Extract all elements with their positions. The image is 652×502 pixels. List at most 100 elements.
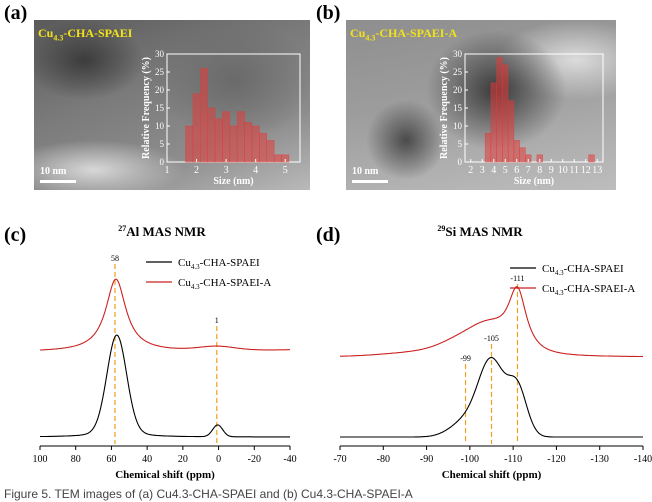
y-tick-label: 25 — [453, 67, 463, 77]
peak-label: 58 — [111, 254, 119, 263]
histogram-bar — [200, 68, 208, 163]
y-axis-label: Relative Frequency (%) — [141, 57, 152, 159]
x-tick-label: 8 — [537, 165, 542, 176]
x-tick-label: 60 — [106, 454, 116, 465]
scale-bar-a — [40, 180, 76, 183]
x-tick-label: -80 — [377, 454, 390, 465]
x-tick-label: 12 — [581, 165, 591, 176]
x-tick-label: 100 — [33, 454, 48, 465]
y-tick-label: 15 — [453, 103, 463, 113]
histogram-bar — [236, 111, 245, 163]
x-tick-label: 11 — [569, 165, 579, 176]
x-tick-label: 9 — [549, 165, 554, 176]
y-tick-label: 5 — [160, 139, 165, 149]
y-tick-label: 15 — [155, 103, 165, 113]
y-tick-label: 30 — [453, 49, 463, 59]
x-tick-label: 5 — [283, 165, 288, 176]
histogram-bar — [490, 82, 497, 163]
x-axis-label: Size (nm) — [213, 176, 253, 187]
x-tick-label: 40 — [142, 454, 152, 465]
x-tick-label: 0 — [216, 454, 221, 465]
scale-bar-b — [352, 180, 388, 183]
x-tick-label: 3 — [480, 165, 485, 176]
histogram-bar — [222, 111, 231, 163]
y-tick-label: 0 — [160, 157, 165, 167]
nmr-title: 27Al MAS NMR — [118, 224, 206, 239]
histogram-bar — [519, 147, 526, 163]
histogram-bar — [273, 154, 282, 163]
figure-caption: Figure 5. TEM images of (a) Cu4.3-CHA-SP… — [4, 487, 413, 501]
nmr-curve-plain — [40, 334, 290, 438]
histogram-bar — [192, 93, 201, 163]
peak-label: -105 — [484, 334, 499, 343]
nmr-curve-acid — [40, 278, 290, 351]
nmr-plot-si: 29Si MAS NMR -70 -80 -90 -100 -110 -120 -130 -14… — [333, 224, 652, 481]
nmr-curve-acid — [339, 286, 643, 358]
x-axis-label: Chemical shift (ppm) — [442, 469, 542, 481]
x-tick-label: -40 — [283, 454, 296, 465]
histogram-bar — [484, 132, 492, 163]
x-tick-label: 13 — [592, 165, 602, 176]
tem-b-sample-label: Cu4.3-CHA-SPAEI-A — [350, 26, 458, 43]
nmr-title: 29Si MAS NMR — [437, 224, 523, 239]
y-tick-label: 20 — [453, 85, 463, 95]
x-tick-label: -120 — [547, 454, 565, 465]
nmr-plot-al: 27Al MAS NMR 100 80 60 40 20 0 -20 -40 Chemical s… — [33, 224, 297, 481]
x-tick-label: 80 — [71, 454, 81, 465]
x-tick-label: 1 — [165, 165, 170, 176]
x-tick-label: -140 — [634, 454, 652, 465]
y-tick-label: 25 — [155, 67, 165, 77]
x-axis-label: Chemical shift (ppm) — [115, 469, 215, 481]
histogram-bar — [229, 125, 238, 163]
x-tick-label: -110 — [504, 454, 522, 465]
peak-label: -111 — [510, 274, 524, 283]
histogram-bar — [244, 122, 253, 163]
scale-bar-label-b: 10 nm — [352, 166, 379, 177]
legend-label: Cu4.3-CHA-SPAEI-A — [542, 283, 635, 297]
x-tick-label: 6 — [514, 165, 519, 176]
y-tick-label: 30 — [155, 49, 165, 59]
histogram-bar — [214, 118, 223, 163]
histogram-bar — [185, 125, 194, 163]
histogram-bar — [207, 107, 216, 163]
y-axis-label: Relative Frequency (%) — [439, 57, 450, 159]
panel-d-letter: (d) — [316, 224, 341, 246]
x-tick-label: 3 — [224, 165, 229, 176]
peak-label: 1 — [215, 316, 219, 325]
histogram-a: 1 2 3 4 5 0 5 10 15 20 25 30 Size (nm) Relative Frequ… — [141, 49, 301, 187]
histogram-bar — [496, 57, 503, 163]
x-tick-label: 4 — [491, 165, 496, 176]
histogram-bar — [588, 154, 595, 163]
tem-a-sample-label: Cu4.3-CHA-SPAEI — [38, 26, 133, 43]
legend-label: Cu4.3-CHA-SPAEI — [542, 263, 624, 277]
peak-label: -99 — [460, 354, 471, 363]
x-axis-label: Size (nm) — [514, 176, 554, 187]
x-tick-label: -90 — [420, 454, 433, 465]
legend-label: Cu4.3-CHA-SPAEI — [178, 257, 260, 271]
x-tick-label: -100 — [461, 454, 479, 465]
histogram-bar — [507, 100, 515, 163]
y-tick-label: 20 — [155, 85, 165, 95]
histogram-bar — [259, 132, 268, 163]
panel-c-letter: (c) — [4, 224, 27, 246]
x-tick-label: 20 — [178, 454, 188, 465]
x-tick-label: 10 — [558, 165, 568, 176]
histogram-bar — [502, 64, 509, 163]
y-tick-label: 5 — [458, 139, 463, 149]
x-tick-label: 7 — [526, 165, 531, 176]
nmr-curve-plain — [340, 357, 643, 438]
y-tick-label: 10 — [453, 121, 463, 131]
x-tick-label: 4 — [253, 165, 258, 176]
x-tick-label: 5 — [503, 165, 508, 176]
panel-b-letter: (b) — [316, 2, 341, 24]
y-tick-label: 0 — [458, 157, 463, 167]
scale-bar-label-a: 10 nm — [40, 166, 67, 177]
x-tick-label: -130 — [591, 454, 609, 465]
histogram-bar — [266, 140, 275, 163]
panel-a-letter: (a) — [4, 2, 28, 24]
legend-label: Cu4.3-CHA-SPAEI-A — [178, 277, 271, 291]
x-tick-label: 2 — [468, 165, 473, 176]
histogram-bar — [513, 140, 520, 163]
